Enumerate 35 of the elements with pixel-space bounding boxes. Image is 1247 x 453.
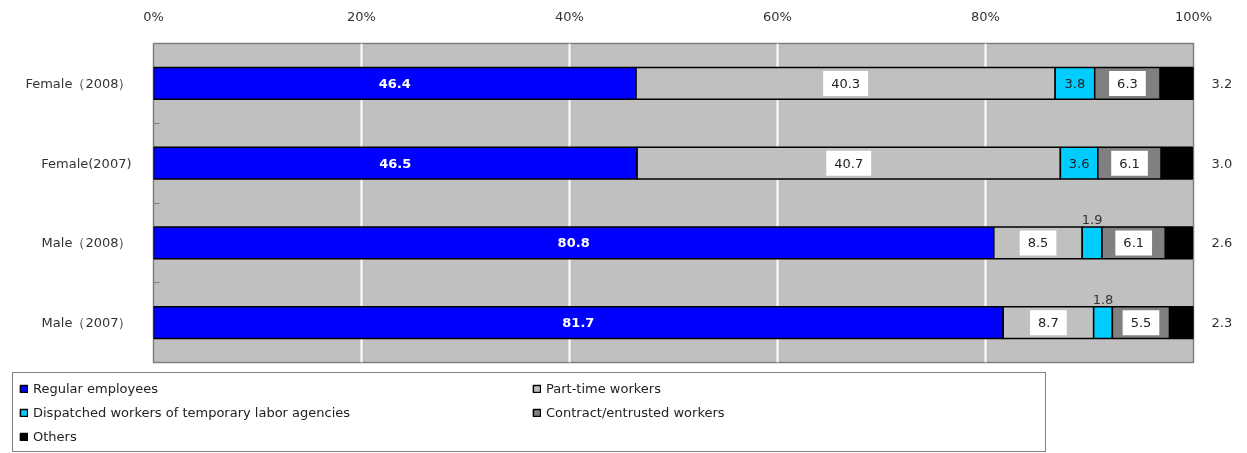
legend-label: Dispatched workers of temporary labor agencies (33, 403, 352, 421)
legend-label: Contract/entrusted workers (546, 403, 726, 421)
y-tick-label: Male（2008） (41, 235, 132, 251)
x-tick-label: 60% (763, 8, 792, 24)
data-label: 40.3 (831, 75, 861, 91)
data-label: 1.8 (1092, 291, 1114, 307)
data-label: 81.7 (562, 315, 595, 331)
legend-label: Others (33, 427, 78, 445)
data-label: 80.8 (557, 235, 590, 251)
data-label: 40.7 (834, 155, 864, 171)
data-label: 2.6 (1211, 235, 1233, 251)
data-label: 5.5 (1130, 315, 1152, 331)
legend-label: Regular employees (33, 379, 159, 397)
data-label: 3.6 (1068, 155, 1090, 171)
data-label: 6.1 (1119, 155, 1140, 171)
data-label: 8.5 (1027, 235, 1049, 251)
y-tick-label: Female(2007) (41, 155, 132, 171)
data-label: 3.0 (1211, 155, 1233, 171)
y-tick-label: Male（2007） (41, 315, 132, 331)
data-label: 8.7 (1038, 315, 1059, 331)
x-tick-label: 100% (1174, 8, 1213, 24)
data-label: 46.4 (378, 75, 411, 91)
x-tick-label: 80% (971, 8, 1000, 24)
x-tick-label: 40% (555, 8, 584, 24)
data-label: 3.2 (1211, 75, 1233, 91)
data-label: 2.3 (1211, 315, 1233, 331)
y-tick-label: Female（2008） (25, 75, 132, 91)
data-label: 3.8 (1064, 75, 1086, 91)
data-label: 46.5 (379, 155, 412, 171)
x-tick-label: 0% (143, 8, 164, 24)
x-tick-label: 20% (347, 8, 376, 24)
data-label: 6.1 (1123, 235, 1145, 251)
data-label: 1.9 (1081, 211, 1103, 227)
data-label: 6.3 (1117, 75, 1138, 91)
legend-label: Part-time workers (546, 379, 662, 397)
